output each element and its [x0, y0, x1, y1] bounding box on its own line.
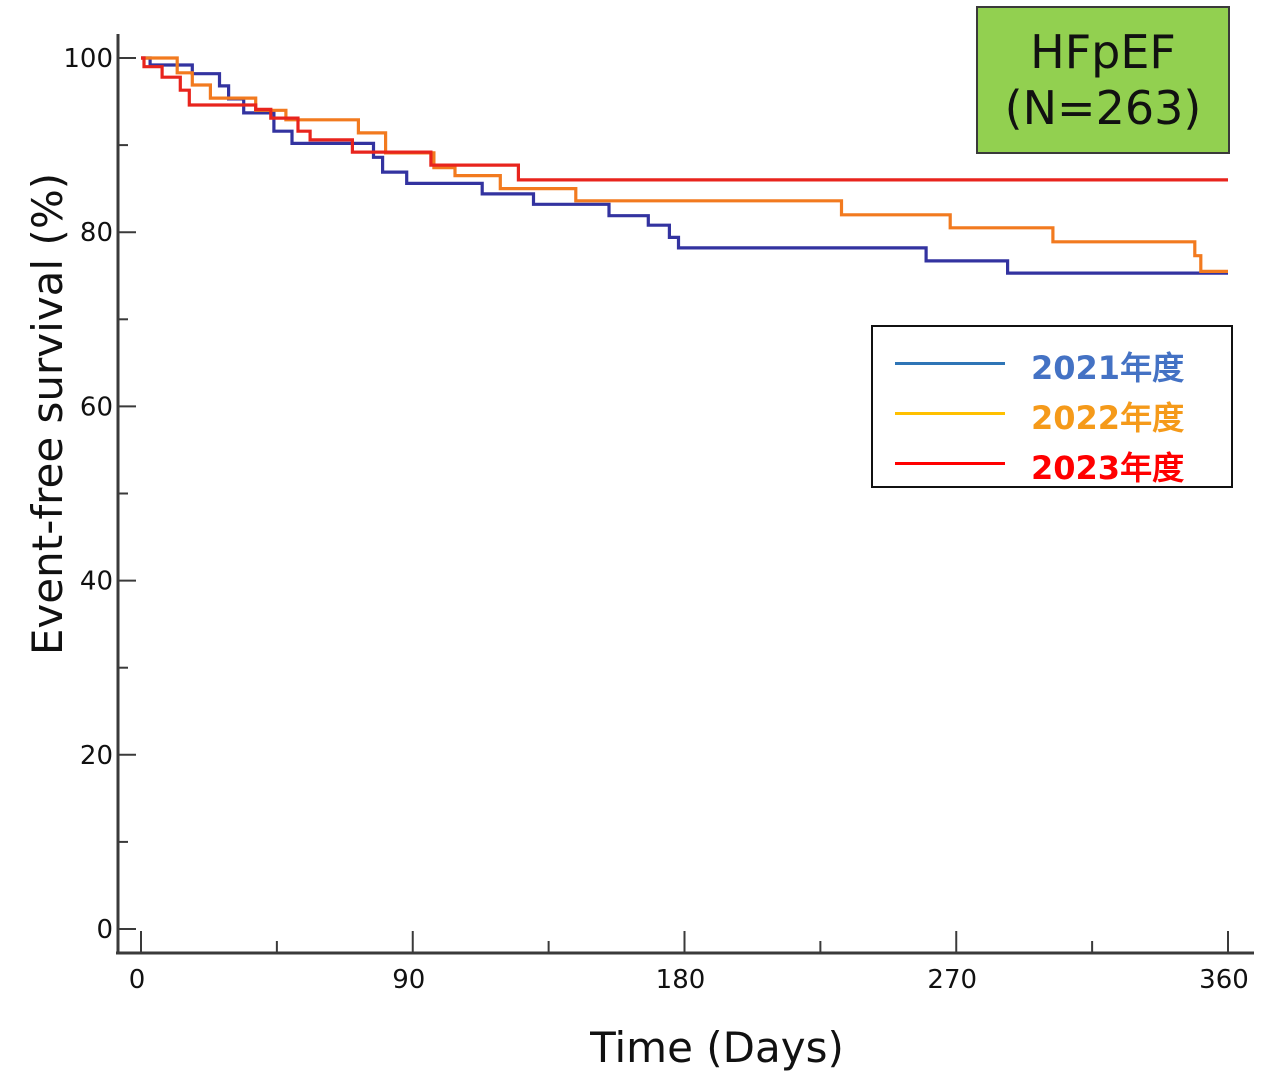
legend-item-2022: 2022年度 [873, 387, 1231, 437]
y-tick-label: 0 [96, 915, 113, 945]
series-line-2022 [141, 56, 1228, 273]
x-tick-label: 360 [1199, 965, 1249, 995]
x-tick-label: 270 [927, 965, 977, 995]
x-tick-label: 90 [392, 965, 425, 995]
ticks: 0 20 40 60 80 100 0 90 180 270 360 [63, 44, 1248, 995]
y-tick-label: 20 [80, 741, 113, 771]
legend-swatch-2021 [895, 362, 1005, 365]
legend-swatch-2023 [895, 462, 1005, 465]
x-tick-label: 0 [129, 965, 146, 995]
y-tick-label: 80 [80, 218, 113, 248]
subtitle-box: HFpEF (N=263) [976, 6, 1230, 154]
legend-item-2023: 2023年度 [873, 437, 1231, 487]
legend-swatch-2022 [895, 412, 1005, 415]
subtitle-line-1: HFpEF [1030, 25, 1176, 79]
x-tick-label: 180 [656, 965, 706, 995]
series-line-2023 [141, 56, 1228, 182]
axes [116, 34, 1254, 955]
y-tick-label: 40 [80, 567, 113, 597]
legend-label-2022: 2022年度 [1031, 399, 1185, 437]
subtitle-line-2: (N=263) [1004, 81, 1202, 135]
y-tick-label: 60 [80, 392, 113, 422]
y-axis-title: Event-free survival (%) [23, 173, 72, 655]
survival-curves [141, 56, 1228, 275]
legend-label-2021: 2021年度 [1031, 349, 1185, 387]
series-line-2021 [141, 56, 1228, 275]
legend-label-2023: 2023年度 [1031, 449, 1185, 487]
legend: 2021年度 2022年度 2023年度 [871, 325, 1233, 488]
legend-item-2021: 2021年度 [873, 337, 1231, 387]
x-axis-title: Time (Days) [589, 1023, 844, 1072]
y-tick-label: 100 [63, 44, 113, 74]
